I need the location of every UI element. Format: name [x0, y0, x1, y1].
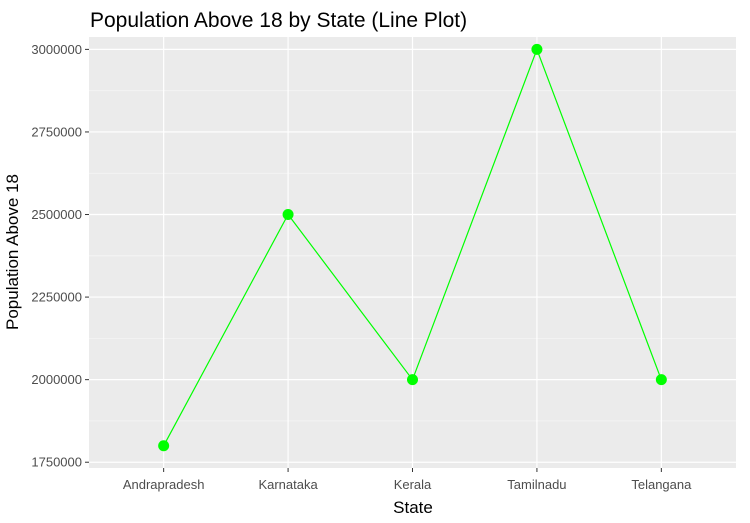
x-tick-label: Telangana	[631, 477, 692, 492]
y-axis-title: Population Above 18	[3, 174, 22, 330]
data-point	[158, 440, 170, 452]
y-tick-label: 2750000	[31, 124, 82, 139]
x-tick-label: Tamilnadu	[507, 477, 566, 492]
chart-title: Population Above 18 by State (Line Plot)	[90, 9, 467, 32]
y-tick-label: 2250000	[31, 290, 82, 305]
data-point	[531, 43, 543, 55]
x-axis-title: State	[393, 498, 433, 517]
y-tick-label: 2000000	[31, 372, 82, 387]
data-point	[282, 209, 294, 221]
x-tick-label: Kerala	[394, 477, 432, 492]
x-tick-label: Andrapradesh	[123, 477, 205, 492]
y-tick-label: 3000000	[31, 42, 82, 57]
y-tick-label: 1750000	[31, 455, 82, 470]
axes: 1750000 2000000 2250000 2500000 2750000 30000…	[31, 42, 692, 492]
data-series	[158, 43, 667, 452]
data-point	[655, 374, 667, 386]
x-tick-label: Karnataka	[258, 477, 318, 492]
y-tick-label: 2500000	[31, 207, 82, 222]
data-point	[407, 374, 418, 386]
